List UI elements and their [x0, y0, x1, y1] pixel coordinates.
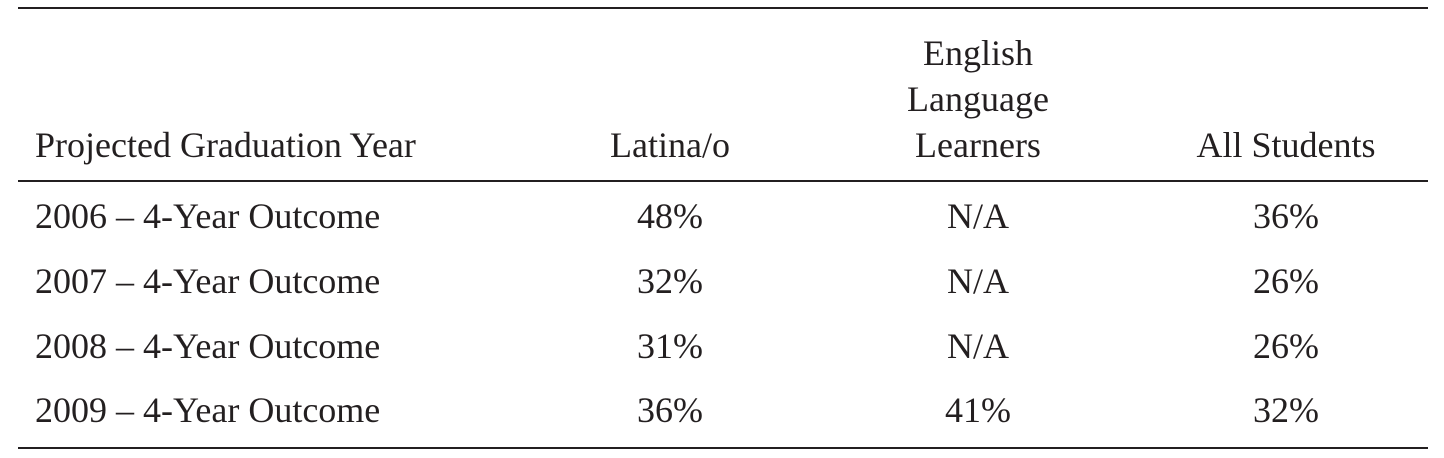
column-header: All Students	[1196, 125, 1376, 165]
table-cell: 31%	[637, 326, 703, 366]
table-cell: 41%	[945, 390, 1011, 430]
row-label: 2006 – 4-Year Outcome	[35, 196, 381, 236]
column-header: English Language Learners	[907, 33, 1049, 165]
column-header: Latina/o	[610, 125, 730, 165]
row-label: 2009 – 4-Year Outcome	[35, 390, 381, 430]
table-cell: 36%	[1253, 196, 1319, 236]
header-rule	[18, 180, 1428, 182]
table-cell: N/A	[947, 326, 1009, 366]
table-cell: 26%	[1253, 261, 1319, 301]
table-cell: 32%	[1253, 390, 1319, 430]
table-cell: 36%	[637, 390, 703, 430]
table-cell: 26%	[1253, 326, 1319, 366]
table-cell: N/A	[947, 261, 1009, 301]
top-rule	[18, 7, 1428, 9]
table-cell: 48%	[637, 196, 703, 236]
table-cell: N/A	[947, 196, 1009, 236]
bottom-rule	[18, 447, 1428, 449]
column-header: Projected Graduation Year	[35, 125, 416, 165]
table-cell: 32%	[637, 261, 703, 301]
row-label: 2007 – 4-Year Outcome	[35, 261, 381, 301]
row-label: 2008 – 4-Year Outcome	[35, 326, 381, 366]
